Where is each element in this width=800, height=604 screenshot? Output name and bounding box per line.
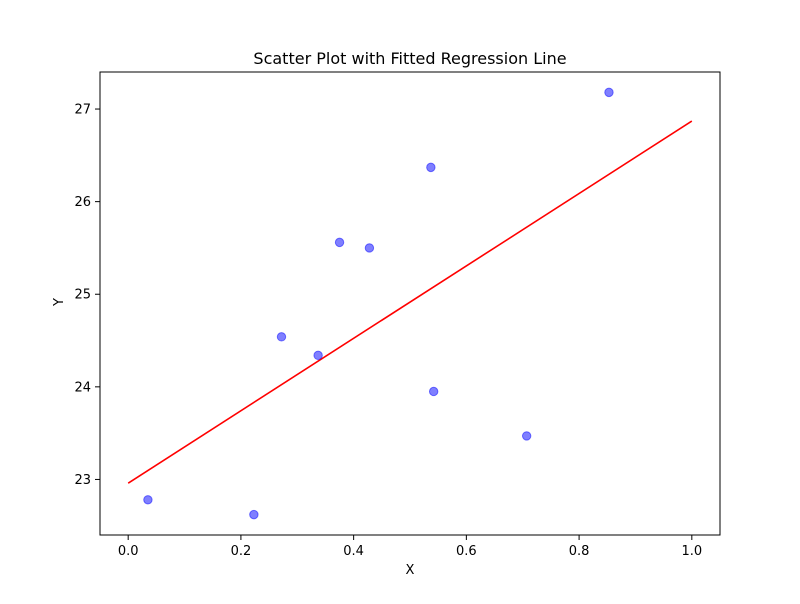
scatter-point [143, 495, 153, 505]
scatter-point [313, 350, 323, 361]
regression-line-layer [127, 120, 693, 484]
plot-frame [99, 71, 721, 536]
y-tick-label: 26 [74, 195, 91, 210]
y-tick-label: 27 [74, 103, 91, 118]
y-tick-label: 24 [74, 380, 91, 395]
x-tick-label: 1.0 [681, 544, 702, 559]
scatter-point [334, 237, 345, 248]
x-tick-label: 0.8 [569, 544, 590, 559]
y-axis-ticks: 23 24 25 26 27 [74, 103, 100, 488]
x-tick-label: 0.6 [456, 544, 477, 559]
scatter-point [426, 162, 436, 173]
y-tick-label: 23 [74, 473, 91, 488]
y-axis-label: Y [52, 298, 67, 307]
x-axis-ticks: 0.0 0.2 0.4 0.6 0.8 1.0 [118, 535, 702, 559]
scatter-point [249, 509, 259, 520]
scatter-point [276, 332, 287, 342]
scatter-point [364, 243, 375, 253]
x-tick-label: 0.0 [118, 544, 139, 559]
scatter-point [428, 386, 439, 397]
x-tick-label: 0.4 [343, 544, 364, 559]
chart-title: Scatter Plot with Fitted Regression Line [253, 49, 566, 68]
scatter-point [604, 87, 614, 98]
scatter-point [521, 431, 532, 441]
regression-line [127, 120, 693, 484]
scatter-points-layer [143, 87, 614, 520]
x-tick-label: 0.2 [231, 544, 252, 559]
y-tick-label: 25 [74, 288, 91, 303]
x-axis-label: X [406, 563, 415, 578]
